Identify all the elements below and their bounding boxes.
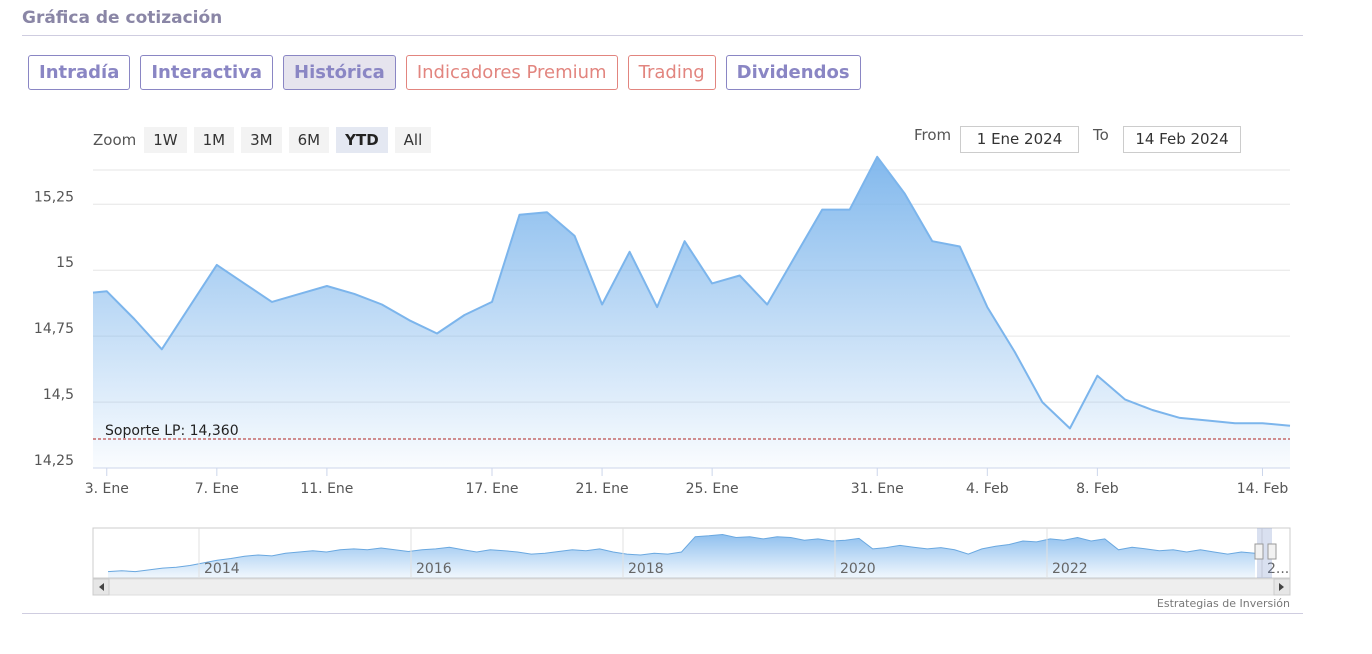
series-line	[92, 155, 1291, 430]
y-tick-label: 15,25	[34, 189, 74, 205]
y-tick-label: 14,75	[34, 321, 74, 337]
tab-historica[interactable]: Histórica	[283, 55, 396, 90]
x-tick-label: 25. Ene	[686, 481, 739, 497]
zoom-selector: Zoom 1W 1M 3M 6M YTD All	[93, 127, 438, 153]
range-from-input[interactable]: 1 Ene 2024	[960, 126, 1079, 153]
navigator-selection	[1257, 528, 1272, 578]
navigator-year-label: 2018	[628, 561, 664, 577]
chart-credit: Estrategias de Inversión	[1156, 597, 1290, 610]
navigator-year-label: 2...	[1267, 561, 1289, 577]
scrollbar-track[interactable]	[92, 578, 1291, 596]
tab-trading[interactable]: Trading	[627, 55, 716, 90]
x-tick-label: 31. Ene	[851, 481, 904, 497]
zoom-button-6m[interactable]: 6M	[288, 127, 330, 153]
y-tick-label: 14,5	[43, 387, 74, 403]
zoom-button-all[interactable]: All	[394, 127, 432, 153]
x-tick-label: 11. Ene	[300, 481, 353, 497]
tab-indicadores-premium[interactable]: Indicadores Premium	[405, 55, 618, 90]
navigator-year-label: 2022	[1052, 561, 1088, 577]
y-tick-label: 15	[56, 255, 74, 271]
navigator-area	[108, 534, 1255, 578]
chart-tabs: Intradía Interactiva Histórica Indicador…	[28, 55, 861, 90]
navigator-line	[107, 533, 1256, 573]
zoom-button-1m[interactable]: 1M	[193, 127, 235, 153]
arrow-right-icon	[1279, 583, 1284, 591]
x-tick-label: 17. Ene	[465, 481, 518, 497]
tab-dividendos[interactable]: Dividendos	[725, 55, 861, 90]
zoom-label: Zoom	[93, 131, 137, 149]
x-tick-label: 21. Ene	[576, 481, 629, 497]
range-to-label: To	[1093, 126, 1109, 144]
x-tick-label: 14. Feb	[1237, 481, 1289, 497]
navigator-handle[interactable]	[1254, 543, 1264, 560]
range-from-label: From	[914, 126, 952, 144]
tab-interactiva[interactable]: Interactiva	[140, 55, 274, 90]
tab-intradia[interactable]: Intradía	[28, 55, 131, 90]
zoom-button-1w[interactable]: 1W	[144, 127, 187, 153]
support-label: Soporte LP: 14,360	[105, 423, 239, 439]
bottom-divider	[22, 613, 1303, 614]
navigator-handle[interactable]	[1267, 543, 1277, 560]
range-to-input[interactable]: 14 Feb 2024	[1123, 126, 1241, 153]
x-tick-label: 3. Ene	[85, 481, 129, 497]
navigator-year-label: 2016	[416, 561, 452, 577]
section-title: Gráfica de cotización	[22, 8, 223, 28]
zoom-button-ytd[interactable]: YTD	[336, 127, 388, 153]
x-tick-label: 8. Feb	[1076, 481, 1119, 497]
x-tick-label: 7. Ene	[195, 481, 239, 497]
series-area	[93, 156, 1290, 469]
title-divider	[22, 35, 1303, 36]
navigator-year-label: 2020	[840, 561, 876, 577]
y-tick-label: 14,25	[34, 453, 74, 469]
zoom-button-3m[interactable]: 3M	[241, 127, 282, 153]
x-tick-label: 4. Feb	[966, 481, 1009, 497]
arrow-left-icon	[99, 583, 104, 591]
navigator-year-label: 2014	[204, 561, 240, 577]
